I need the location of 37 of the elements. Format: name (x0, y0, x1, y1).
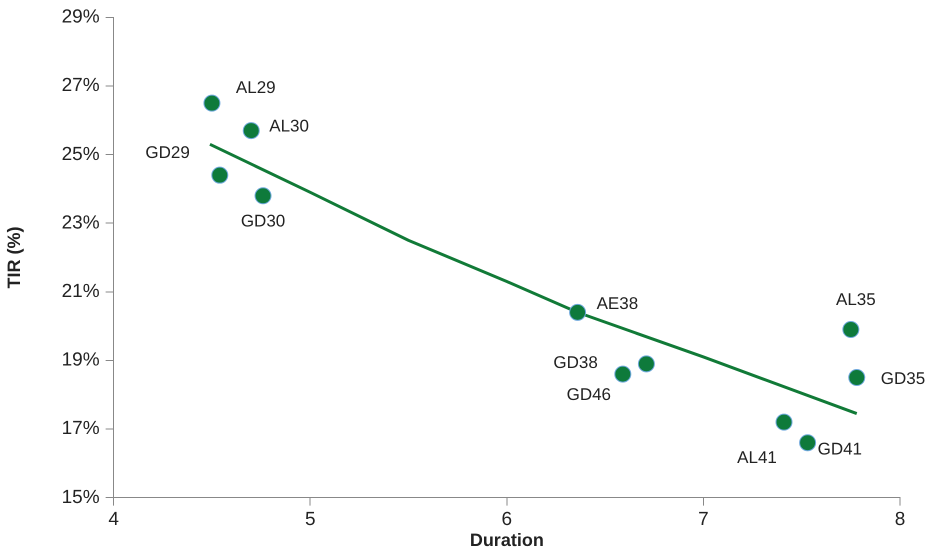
y-tick-label: 27% (62, 75, 100, 96)
point (242, 122, 260, 140)
point (211, 166, 228, 184)
y-tick-label: 19% (62, 350, 100, 371)
point (569, 304, 586, 321)
annotation: GD41 (818, 439, 862, 458)
annotation: AE38 (596, 294, 638, 314)
annotation: GD46 (566, 384, 612, 404)
x-tick-label: 5 (304, 509, 316, 530)
annotation: AL35 (836, 290, 876, 310)
annotation: GD30 (240, 211, 286, 230)
annotation: GD38 (553, 352, 598, 372)
x-tick-label: 6 (502, 509, 512, 530)
annotation: AL30 (269, 116, 309, 136)
annotation: GD29 (145, 142, 190, 162)
y-tick-label: 15% (62, 486, 100, 508)
y-tick-label: 23% (62, 212, 100, 234)
point (203, 94, 220, 112)
x-tick-label: 8 (894, 509, 906, 530)
annotation: AL41 (737, 448, 777, 467)
y-tick-label: 25% (62, 144, 100, 165)
y-tick-label: 29% (62, 6, 100, 28)
y-tick-label: 21% (62, 281, 100, 302)
point (638, 355, 655, 372)
annotation: AL29 (236, 78, 276, 97)
x-tick-label: 4 (108, 509, 120, 530)
y-axis-title: TIR (%) (4, 226, 24, 288)
x-tick-label: 7 (698, 509, 709, 530)
point (842, 321, 860, 338)
point (254, 187, 272, 204)
point (848, 369, 866, 386)
point (776, 414, 793, 431)
x-axis-title: Duration (470, 530, 544, 550)
y-tick-label: 17% (62, 418, 100, 440)
point (614, 366, 632, 383)
annotation: GD35 (880, 369, 926, 388)
point (799, 434, 816, 452)
